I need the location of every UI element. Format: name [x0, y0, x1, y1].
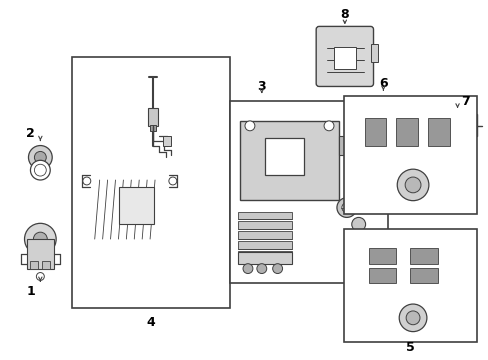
Text: 6: 6: [378, 77, 387, 90]
Polygon shape: [90, 175, 168, 244]
Bar: [333, 47, 355, 69]
Circle shape: [256, 264, 266, 274]
Bar: [343, 96, 476, 215]
Bar: [370, 44, 378, 62]
Bar: [163, 136, 170, 145]
Circle shape: [272, 264, 282, 274]
Bar: [238, 251, 292, 259]
Circle shape: [324, 121, 333, 131]
Circle shape: [336, 198, 356, 217]
Text: 2: 2: [26, 127, 35, 140]
Circle shape: [406, 311, 419, 325]
Circle shape: [351, 217, 365, 231]
Bar: [264, 138, 304, 175]
Bar: [364, 118, 386, 145]
Bar: [150, 125, 156, 131]
Bar: [338, 136, 353, 156]
Text: 7: 7: [460, 95, 469, 108]
Circle shape: [82, 177, 91, 185]
Circle shape: [405, 177, 420, 193]
Text: 5: 5: [405, 341, 414, 354]
Bar: [240, 121, 338, 200]
Bar: [238, 231, 292, 239]
Bar: [395, 118, 417, 145]
Text: 3: 3: [257, 80, 265, 93]
Bar: [30, 261, 38, 269]
Bar: [148, 108, 158, 126]
Bar: [368, 267, 395, 283]
Bar: [409, 267, 437, 283]
Text: 1: 1: [26, 285, 35, 298]
Circle shape: [36, 273, 44, 280]
Circle shape: [30, 160, 50, 180]
Bar: [415, 114, 476, 136]
Circle shape: [168, 177, 177, 185]
Circle shape: [244, 121, 254, 131]
Circle shape: [34, 164, 46, 176]
Bar: [72, 57, 230, 308]
Bar: [238, 212, 292, 219]
Circle shape: [243, 264, 252, 274]
Bar: [343, 229, 476, 342]
Text: 8: 8: [340, 8, 348, 21]
Bar: [42, 261, 50, 269]
Circle shape: [34, 152, 46, 163]
Bar: [238, 241, 292, 249]
Bar: [230, 101, 387, 283]
Bar: [119, 187, 154, 224]
Circle shape: [396, 169, 428, 201]
Bar: [409, 248, 437, 264]
FancyBboxPatch shape: [316, 26, 373, 86]
Circle shape: [341, 203, 351, 212]
Text: 4: 4: [146, 316, 155, 329]
Circle shape: [398, 304, 426, 332]
Bar: [26, 239, 54, 269]
Circle shape: [395, 123, 406, 133]
Bar: [427, 118, 449, 145]
Bar: [238, 221, 292, 229]
Circle shape: [24, 223, 56, 255]
FancyBboxPatch shape: [348, 234, 467, 301]
Circle shape: [33, 232, 47, 246]
FancyBboxPatch shape: [348, 101, 467, 160]
Circle shape: [28, 145, 52, 169]
Bar: [368, 248, 395, 264]
Bar: [238, 252, 292, 264]
